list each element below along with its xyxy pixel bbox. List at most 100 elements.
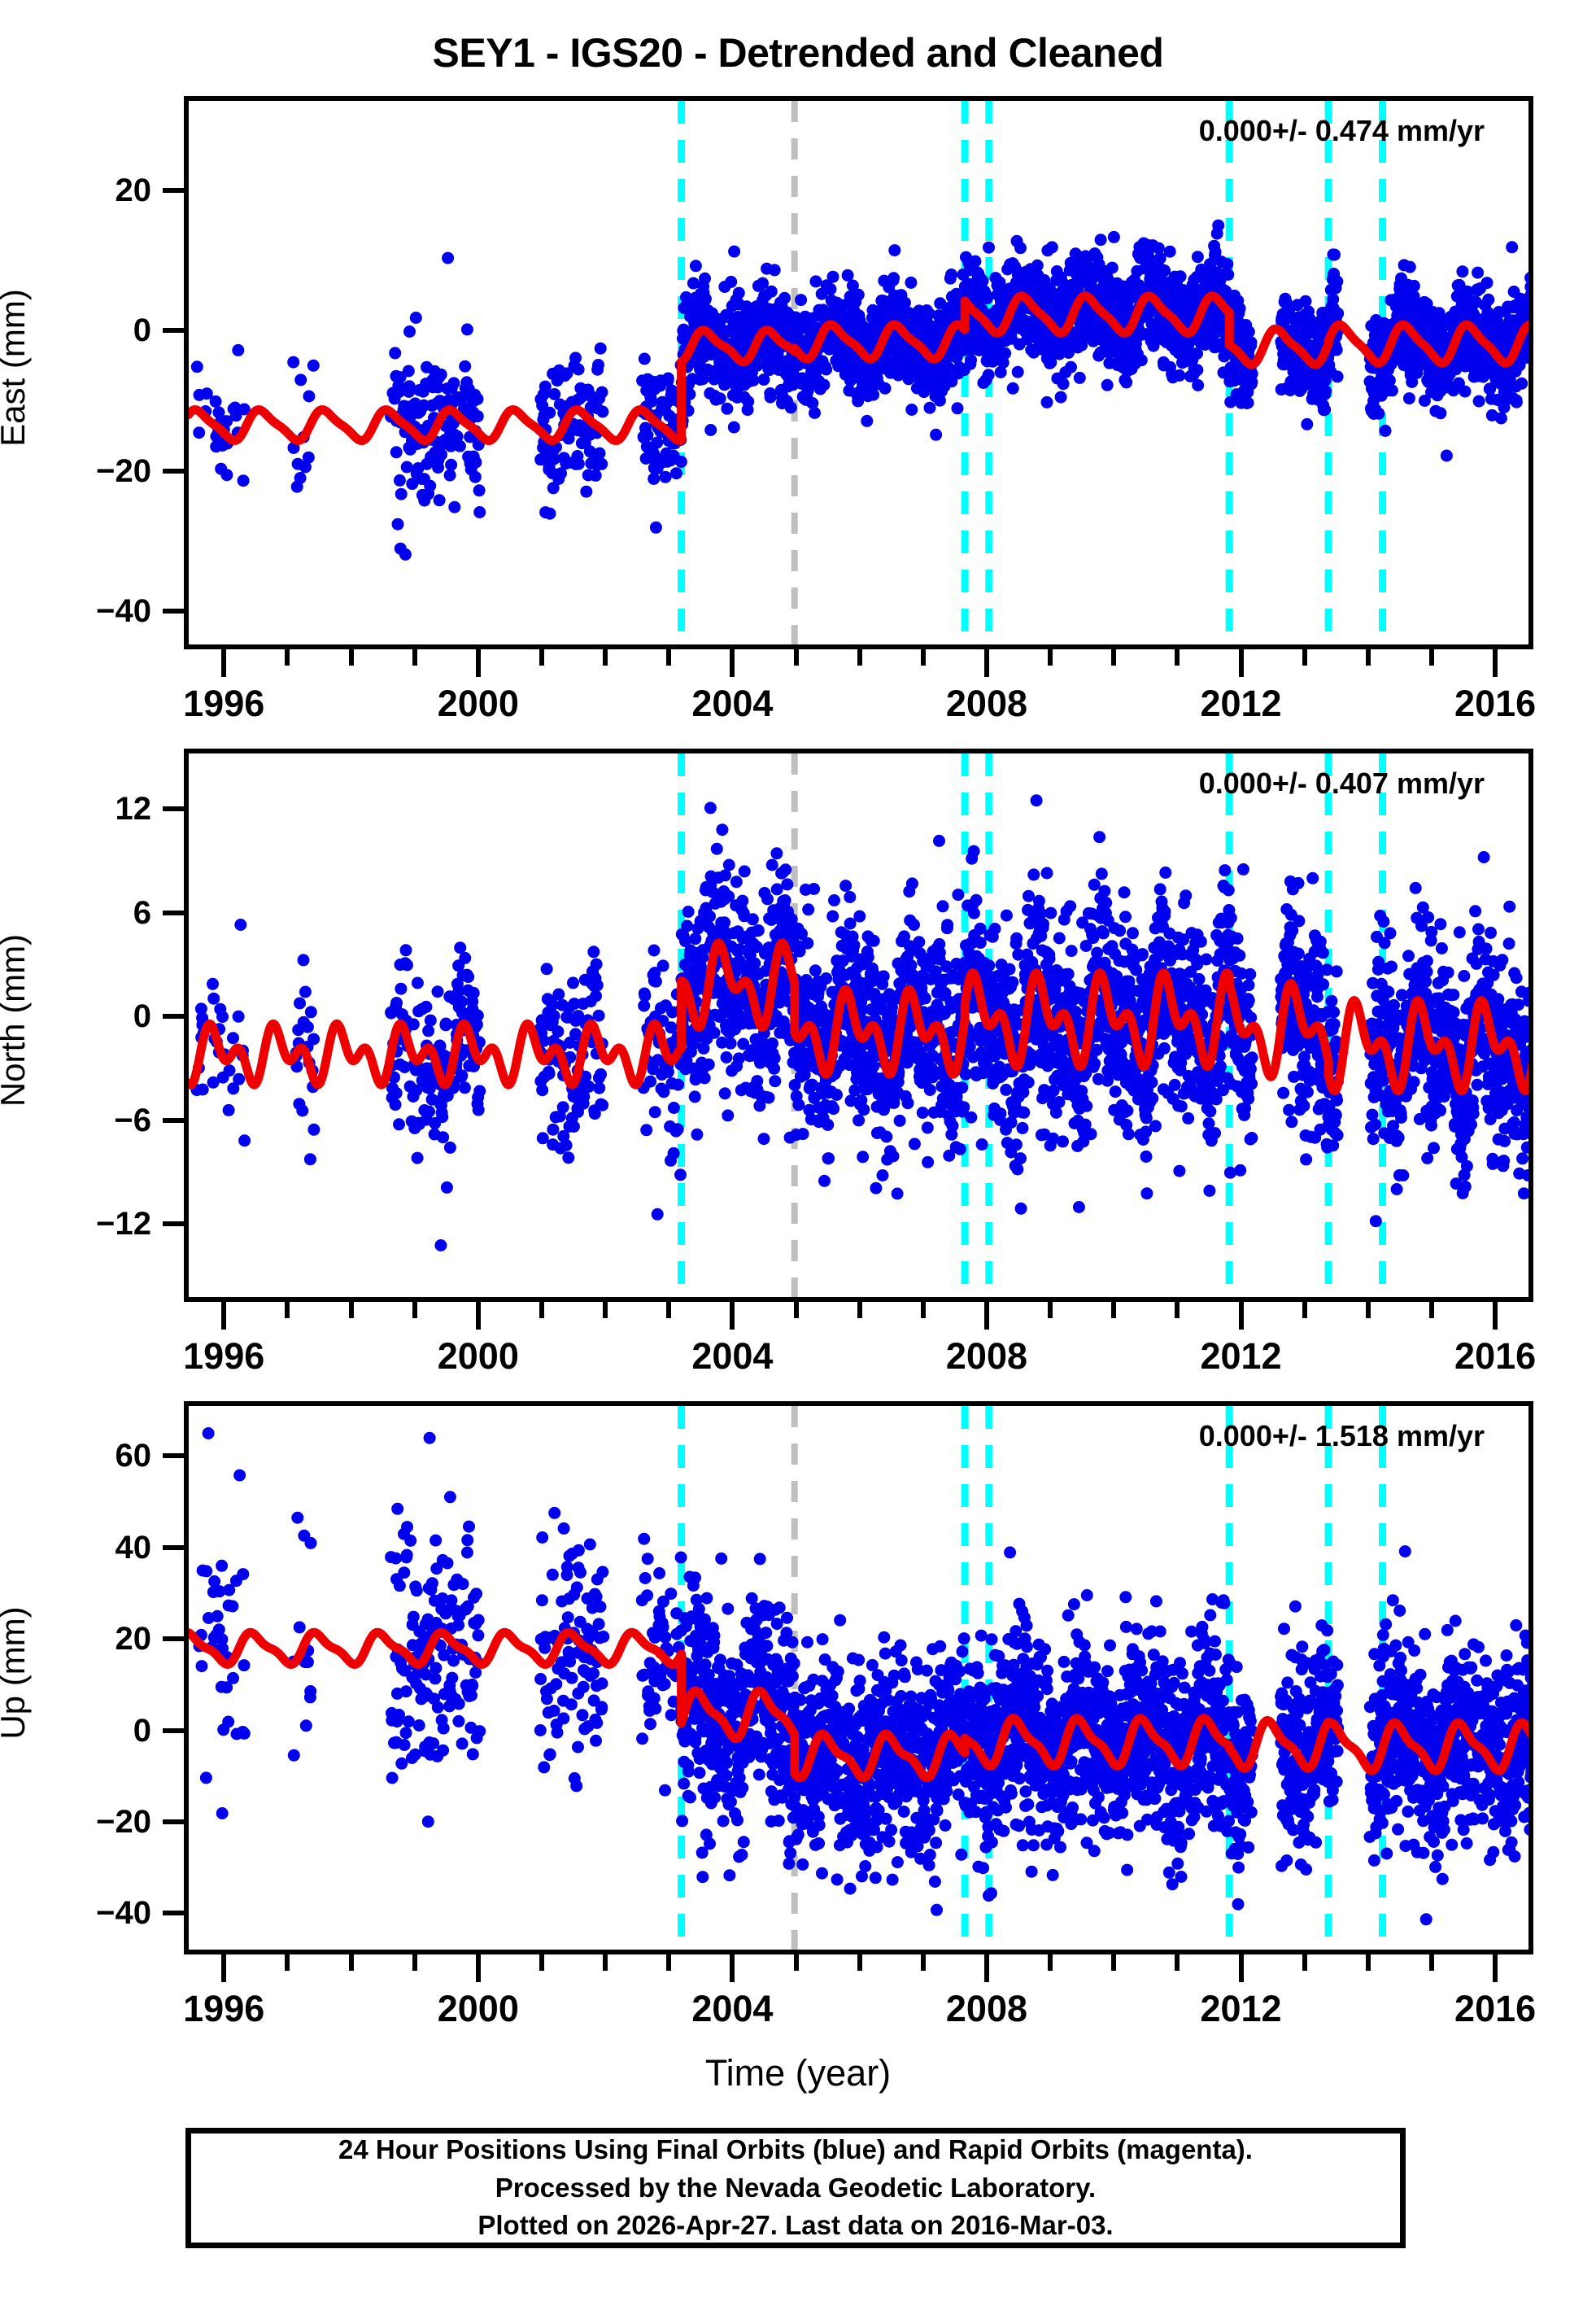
y-tick-label-up-5: −40 [96, 1895, 151, 1932]
x-tick-1999 [412, 1954, 417, 1971]
x-tick-2003 [666, 649, 672, 666]
plot-area-up [189, 1406, 1528, 1950]
y-tick-label-north-2: 0 [133, 998, 151, 1035]
model-segment-0 [189, 1019, 687, 1090]
caption-line-2: Plotted on 2026-Apr-27. Last data on 201… [477, 2210, 1114, 2241]
plot-frame-up [184, 1401, 1533, 1954]
x-tick-2005 [793, 1954, 799, 1971]
x-tick-2014 [1365, 1302, 1371, 1318]
model-segment-1 [677, 938, 800, 1032]
x-tick-1996 [221, 649, 227, 677]
plot-area-north [189, 753, 1528, 1297]
model-segment-2 [790, 1729, 970, 1783]
x-tick-label-up-2008: 2008 [945, 1988, 1027, 2029]
x-tick-2004 [730, 1302, 735, 1330]
x-tick-2001 [539, 1954, 544, 1971]
x-tick-2009 [1048, 1954, 1053, 1971]
x-tick-2007 [920, 649, 926, 666]
rate-label-up: 0.000+/- 1.518 mm/yr [1198, 1419, 1485, 1452]
x-tick-label-north-2004: 2004 [691, 1335, 774, 1377]
model-segment-3 [960, 291, 1234, 338]
x-tick-2012 [1238, 649, 1244, 677]
x-tick-label-north-2012: 2012 [1200, 1335, 1282, 1377]
x-tick-label-east-2016: 2016 [1454, 683, 1537, 724]
model-segment-3 [960, 1714, 1234, 1771]
y-tick-up [163, 1911, 184, 1916]
x-tick-1996 [221, 1954, 227, 1982]
x-tick-2015 [1428, 649, 1434, 666]
x-tick-1998 [348, 649, 354, 666]
model-segment-2 [790, 985, 970, 1079]
model-segment-0 [189, 1627, 687, 1669]
model-segment-1 [677, 1686, 800, 1744]
x-tick-2010 [1111, 1302, 1117, 1318]
x-tick-label-north-2008: 2008 [945, 1335, 1027, 1377]
x-tick-2016 [1493, 649, 1498, 677]
y-tick-north [163, 1117, 184, 1123]
x-tick-label-north-2016: 2016 [1454, 1335, 1537, 1377]
y-axis-title-north: North (mm) [0, 933, 32, 1107]
x-tick-label-up-2000: 2000 [437, 1988, 519, 2029]
x-tick-2007 [920, 1954, 926, 1971]
y-tick-east [163, 608, 184, 614]
x-tick-2015 [1428, 1302, 1434, 1318]
x-tick-2000 [475, 1954, 481, 1982]
x-tick-2001 [539, 649, 544, 666]
y-tick-up [163, 1727, 184, 1733]
y-tick-label-up-2: 20 [115, 1621, 152, 1657]
y-tick-label-up-4: −20 [96, 1804, 151, 1841]
x-tick-2009 [1048, 649, 1053, 666]
x-tick-label-up-2012: 2012 [1200, 1988, 1282, 2029]
x-axis-title: Time (year) [704, 2052, 892, 2094]
model-curve-north [189, 938, 1528, 1096]
x-tick-1997 [285, 649, 290, 666]
y-tick-label-east-3: −40 [96, 592, 151, 629]
model-segment-5 [1323, 996, 1528, 1096]
x-tick-1997 [285, 1302, 290, 1318]
y-tick-east [163, 328, 184, 334]
x-tick-label-north-2000: 2000 [437, 1335, 519, 1377]
y-tick-north [163, 1221, 184, 1227]
x-tick-label-up-1996: 1996 [183, 1988, 265, 2029]
y-tick-label-north-0: 12 [115, 791, 152, 828]
x-tick-2009 [1048, 1302, 1053, 1318]
panel-up [184, 1401, 1533, 1954]
y-axis-title-east: East (mm) [0, 289, 32, 447]
x-tick-2000 [475, 649, 481, 677]
x-tick-2013 [1302, 1302, 1307, 1318]
x-tick-2015 [1428, 1954, 1434, 1971]
x-tick-2006 [857, 1302, 862, 1318]
x-tick-label-up-2016: 2016 [1454, 1988, 1537, 2029]
model-segment-4 [1224, 1716, 1333, 1773]
x-tick-2002 [603, 649, 608, 666]
x-tick-label-north-1996: 1996 [183, 1335, 265, 1377]
x-tick-label-east-2008: 2008 [945, 683, 1027, 724]
y-tick-up [163, 1636, 184, 1642]
x-tick-2016 [1493, 1302, 1498, 1330]
x-tick-2014 [1365, 649, 1371, 666]
y-tick-label-up-1: 40 [115, 1529, 152, 1566]
caption-line-1: Processed by the Nevada Geodetic Laborat… [495, 2172, 1097, 2203]
y-axis-title-up: Up (mm) [0, 1606, 32, 1740]
x-tick-label-up-2004: 2004 [691, 1988, 774, 2029]
y-tick-east [163, 468, 184, 474]
model-curve-east [189, 291, 1528, 445]
y-tick-label-north-4: −12 [96, 1206, 151, 1243]
model-segment-1 [677, 325, 800, 367]
y-tick-label-east-0: 20 [115, 173, 152, 209]
panel-east [184, 96, 1533, 649]
plot-frame-east [184, 96, 1533, 649]
x-tick-2002 [603, 1954, 608, 1971]
x-tick-label-east-2004: 2004 [691, 683, 774, 724]
x-tick-2003 [666, 1302, 672, 1318]
x-tick-1998 [348, 1954, 354, 1971]
y-tick-north [163, 910, 184, 915]
x-tick-1999 [412, 649, 417, 666]
plot-frame-north [184, 749, 1533, 1302]
y-tick-east [163, 188, 184, 194]
x-tick-2004 [730, 1954, 735, 1982]
x-tick-2006 [857, 1954, 862, 1971]
x-tick-2005 [793, 649, 799, 666]
x-tick-2005 [793, 1302, 799, 1318]
x-tick-label-east-2000: 2000 [437, 683, 519, 724]
